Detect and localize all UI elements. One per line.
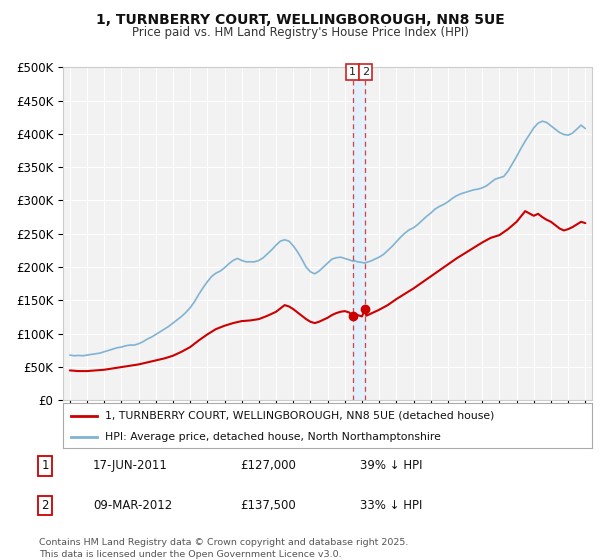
Text: 17-JUN-2011: 17-JUN-2011 [93,459,168,473]
Text: HPI: Average price, detached house, North Northamptonshire: HPI: Average price, detached house, Nort… [106,432,441,442]
Text: 2: 2 [41,499,49,512]
Text: 39% ↓ HPI: 39% ↓ HPI [360,459,422,473]
Text: 2: 2 [362,67,369,77]
Text: 1: 1 [349,67,356,77]
Text: Price paid vs. HM Land Registry's House Price Index (HPI): Price paid vs. HM Land Registry's House … [131,26,469,39]
Bar [353,67,365,400]
Text: 33% ↓ HPI: 33% ↓ HPI [360,499,422,512]
Text: £137,500: £137,500 [240,499,296,512]
Text: 1, TURNBERRY COURT, WELLINGBOROUGH, NN8 5UE: 1, TURNBERRY COURT, WELLINGBOROUGH, NN8 … [95,13,505,27]
Text: Contains HM Land Registry data © Crown copyright and database right 2025.
This d: Contains HM Land Registry data © Crown c… [39,538,409,559]
Text: £127,000: £127,000 [240,459,296,473]
Text: 1, TURNBERRY COURT, WELLINGBOROUGH, NN8 5UE (detached house): 1, TURNBERRY COURT, WELLINGBOROUGH, NN8 … [106,410,495,421]
Text: 1: 1 [41,459,49,473]
Text: 09-MAR-2012: 09-MAR-2012 [93,499,172,512]
